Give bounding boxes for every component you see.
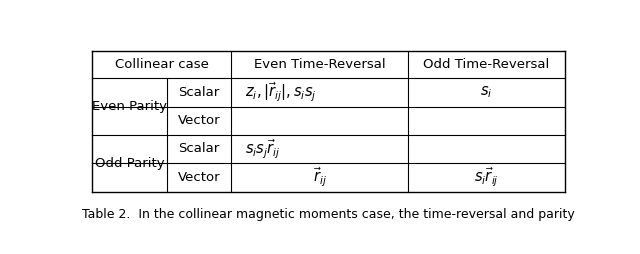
Text: Odd Time-Reversal: Odd Time-Reversal: [424, 58, 550, 71]
Text: Scalar: Scalar: [179, 142, 220, 155]
Text: $s_i \vec{r}_{ij}$: $s_i \vec{r}_{ij}$: [474, 166, 499, 189]
Text: Even Parity: Even Parity: [92, 100, 167, 113]
Text: Vector: Vector: [178, 171, 220, 184]
Text: Vector: Vector: [178, 114, 220, 127]
Text: Scalar: Scalar: [179, 86, 220, 99]
Text: $\vec{r}_{ij}$: $\vec{r}_{ij}$: [312, 166, 326, 189]
Text: $s_i$: $s_i$: [481, 85, 493, 100]
Text: Collinear case: Collinear case: [115, 58, 209, 71]
Text: $s_i s_j \vec{r}_{ij}$: $s_i s_j \vec{r}_{ij}$: [245, 137, 281, 161]
Text: $z_i, |\vec{r}_{ij}|, s_i s_j$: $z_i, |\vec{r}_{ij}|, s_i s_j$: [245, 81, 317, 104]
Text: Table 2.  In the collinear magnetic moments case, the time-reversal and parity: Table 2. In the collinear magnetic momen…: [82, 208, 574, 221]
Text: Odd Parity: Odd Parity: [95, 157, 164, 170]
Text: Even Time-Reversal: Even Time-Reversal: [253, 58, 385, 71]
